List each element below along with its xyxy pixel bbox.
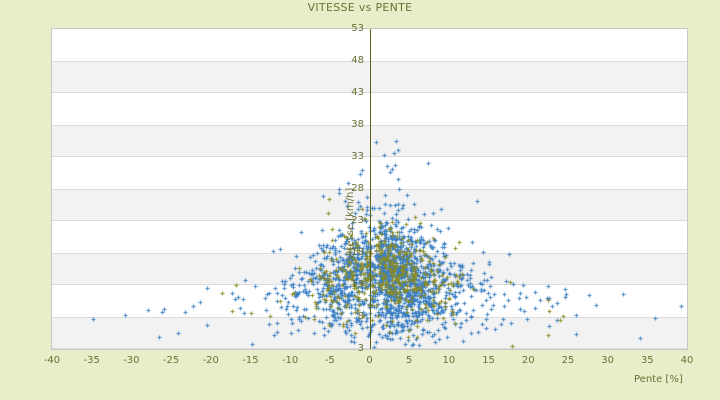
x-tick-label: -5 (324, 355, 335, 366)
x-tick-label: -40 (43, 355, 61, 366)
x-tick-label: 10 (442, 355, 456, 366)
y-tick-label: 43 (351, 87, 364, 98)
x-tick-label: -35 (83, 355, 100, 366)
scatter-points-canvas (52, 29, 687, 349)
x-tick-label: 25 (561, 355, 575, 366)
x-tick-label: 35 (640, 355, 654, 366)
y-tick-label: 28 (351, 183, 364, 194)
zero-reference-line (370, 29, 371, 349)
x-tick-label: 0 (366, 355, 373, 366)
y-tick-label: 3 (357, 343, 364, 354)
x-tick-label: 20 (521, 355, 535, 366)
y-tick-label: 48 (351, 55, 364, 66)
y-tick-label: 53 (351, 23, 364, 34)
x-tick-label: 5 (406, 355, 413, 366)
x-tick-label: 40 (680, 355, 694, 366)
x-tick-label: -10 (281, 355, 299, 366)
x-tick-label: 30 (601, 355, 614, 366)
x-tick-label: -25 (162, 355, 180, 366)
y-tick-label: 8 (357, 311, 364, 322)
x-tick-label: -20 (202, 355, 219, 366)
chart-title: VITESSE vs PENTE (307, 1, 413, 14)
x-tick-label: -15 (242, 355, 259, 366)
x-tick-label: -30 (123, 355, 140, 366)
y-tick-label: 23 (351, 215, 364, 226)
x-tick-label: 15 (482, 355, 495, 366)
x-axis-title: Pente [%] (634, 374, 683, 385)
y-tick-label: 18 (351, 247, 364, 258)
y-axis-title: Vitesse [km/h] (345, 187, 356, 260)
y-tick-label: 13 (351, 279, 364, 290)
y-tick-label: 33 (351, 151, 364, 162)
plot-area[interactable] (51, 28, 688, 350)
y-tick-label: 38 (351, 119, 364, 130)
